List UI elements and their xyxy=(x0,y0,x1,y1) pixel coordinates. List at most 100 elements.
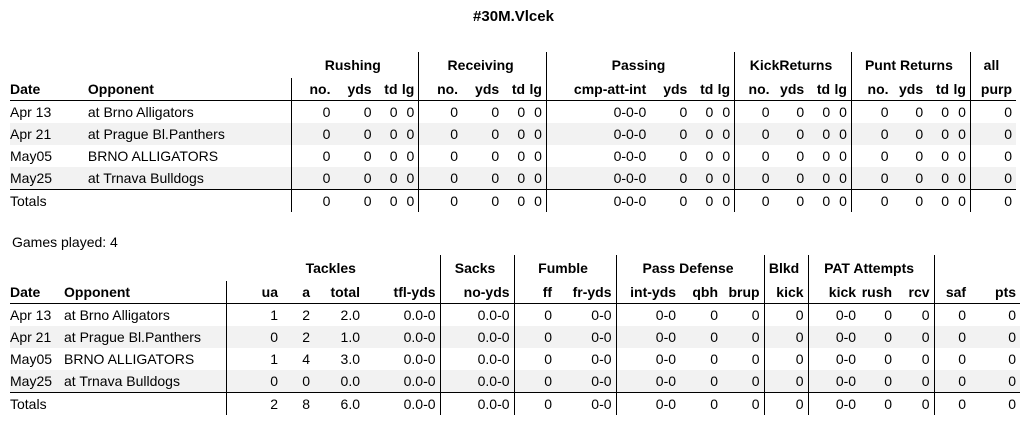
total-cell: 0 xyxy=(717,189,736,212)
stat-cell: 0 xyxy=(717,123,736,145)
stat-cell: 0 xyxy=(418,123,463,145)
group-header-sacks: Sacks xyxy=(440,255,515,281)
stat-cell: 0 xyxy=(491,148,500,164)
stat-cell: 0 xyxy=(544,307,553,323)
stat-cell: 0 xyxy=(282,370,314,393)
stat-cell: 0 xyxy=(958,351,967,367)
stat-cell: 0 xyxy=(896,303,935,326)
stat-cell: 0 xyxy=(322,148,331,164)
stat-cell: 0 xyxy=(915,148,924,164)
column-header: yds xyxy=(334,78,376,101)
group-header-blkd: Blkd xyxy=(764,255,809,281)
stat-cell: 0-0 xyxy=(655,307,677,323)
column-header: yds xyxy=(892,78,928,101)
stat-cell: 4 xyxy=(302,351,310,367)
date-cell: May25 xyxy=(10,167,88,190)
stat-cell: 0 xyxy=(691,167,718,190)
total-cell: 0 xyxy=(834,189,852,212)
stat-cell: 0 xyxy=(880,104,889,120)
total-cell: 0 xyxy=(680,392,723,415)
stat-cell: 0 xyxy=(517,148,526,164)
stat-cell: 0 xyxy=(822,148,831,164)
column-header: td xyxy=(691,78,718,101)
total-cell: 0 xyxy=(375,189,402,212)
column-header: Date xyxy=(10,78,88,101)
stat-cell: 0 xyxy=(880,148,889,164)
stat-cell: 0 xyxy=(650,123,692,145)
stat-cell: 0 xyxy=(529,100,547,123)
total-cell: 0-0 xyxy=(808,392,861,415)
stat-cell: 0 xyxy=(650,167,692,190)
stat-cell: 0.0-0 xyxy=(364,326,441,348)
stat-cell: 0.0-0 xyxy=(440,370,515,393)
stat-cell: 0-0 xyxy=(835,307,857,323)
total-cell: 0-0-0 xyxy=(546,189,651,212)
column-header: td xyxy=(808,78,835,101)
stat-cell: 0 xyxy=(953,100,971,123)
stat-cell: 1.0 xyxy=(314,326,364,348)
stat-cell: 0 xyxy=(503,167,530,190)
stat-cell: 0 xyxy=(970,123,1016,145)
date-cell: Apr 13 xyxy=(10,307,52,323)
stat-cell: 0 xyxy=(896,348,935,370)
column-header: td xyxy=(927,78,954,101)
stat-cell: 0.0-0 xyxy=(440,326,515,348)
column-header: cmp-att-int xyxy=(546,78,651,101)
stat-cell: 0 xyxy=(401,167,420,190)
stat-cell: 0 xyxy=(934,370,971,393)
stat-cell: 0.0-0 xyxy=(364,348,441,370)
stat-cell: 0 xyxy=(401,145,420,167)
total-cell: 0 xyxy=(401,189,420,212)
table-row: May25 at Trnava Bulldogs 0 0 0.0 0.0-0 0.0-0 0 0… xyxy=(10,370,1021,393)
stat-cell: 0 xyxy=(884,307,893,323)
stat-cell: 0 xyxy=(834,123,852,145)
total-cell xyxy=(64,392,227,415)
stat-cell: 0 xyxy=(722,326,765,348)
offense-stats-table: Rushing Receiving Passing KickReturns Pu… xyxy=(10,52,1016,212)
total-cell: 0 xyxy=(734,189,774,212)
stat-cell: 0 xyxy=(717,145,736,167)
total-cell: 0 xyxy=(334,189,376,212)
stat-cell: 0-0-0 xyxy=(613,148,647,164)
total-cell: 0 xyxy=(764,392,809,415)
stat-cell: 0-0 xyxy=(556,303,617,326)
stat-cell: 0 xyxy=(761,148,770,164)
total-cell: 0 xyxy=(860,392,897,415)
stat-cell: 0 xyxy=(334,123,376,145)
column-header: no. xyxy=(851,78,893,101)
totals-label: Totals xyxy=(10,392,64,415)
column-header: no. xyxy=(734,78,774,101)
stat-cell: 0 xyxy=(291,167,335,190)
stat-cell: 0.0-0 xyxy=(440,348,515,370)
totals-row: Totals 2 8 6.0 0.0-0 0.0-0 0 0-0 0-0 0 0 0 0-0 0 0 0 0 xyxy=(10,392,1021,415)
stat-cell: 0 xyxy=(970,167,1016,190)
column-header: no. xyxy=(291,78,335,101)
total-cell: 0 xyxy=(934,392,971,415)
stat-cell: 0 xyxy=(764,348,809,370)
stat-cell: 0-0 xyxy=(616,326,681,348)
stat-cell: 0 xyxy=(764,370,809,393)
stat-cell: 0 xyxy=(808,123,835,145)
stat-cell: 0 xyxy=(1004,148,1012,164)
stat-cell: 0 xyxy=(734,123,774,145)
column-header: td xyxy=(375,78,402,101)
stat-cell: 0 xyxy=(717,100,736,123)
total-cell: 0.0-0 xyxy=(440,392,515,415)
column-header: yds xyxy=(462,78,504,101)
date-cell: Apr 21 xyxy=(10,123,88,145)
date-cell: May05 xyxy=(10,148,53,164)
column-header: yds xyxy=(650,78,692,101)
table-row: Apr 13 at Brno Alligators 1 2 2.0 0.0-0 0.0-0 0… xyxy=(10,303,1020,326)
stat-cell: 0 xyxy=(834,145,852,167)
stat-cell: 0 xyxy=(934,326,971,348)
stat-cell: 0-0-0 xyxy=(546,167,651,190)
stat-cell: 0 xyxy=(334,167,376,190)
opponent-cell: at Brno Alligators xyxy=(87,100,292,123)
total-cell: 0 xyxy=(691,189,718,212)
totals-row: Totals 0 0 0 0 0 0 0 0 0-0-0 0 0 0 0 0 0 0 0 0 0 0 0 xyxy=(10,189,1016,212)
group-header-tackles: Tackles xyxy=(226,255,441,281)
stat-cell: 0 xyxy=(389,104,398,120)
column-header: no-yds xyxy=(440,281,515,304)
group-header-punt-returns: Punt Returns xyxy=(851,52,971,78)
column-header: fr-yds xyxy=(556,281,617,304)
